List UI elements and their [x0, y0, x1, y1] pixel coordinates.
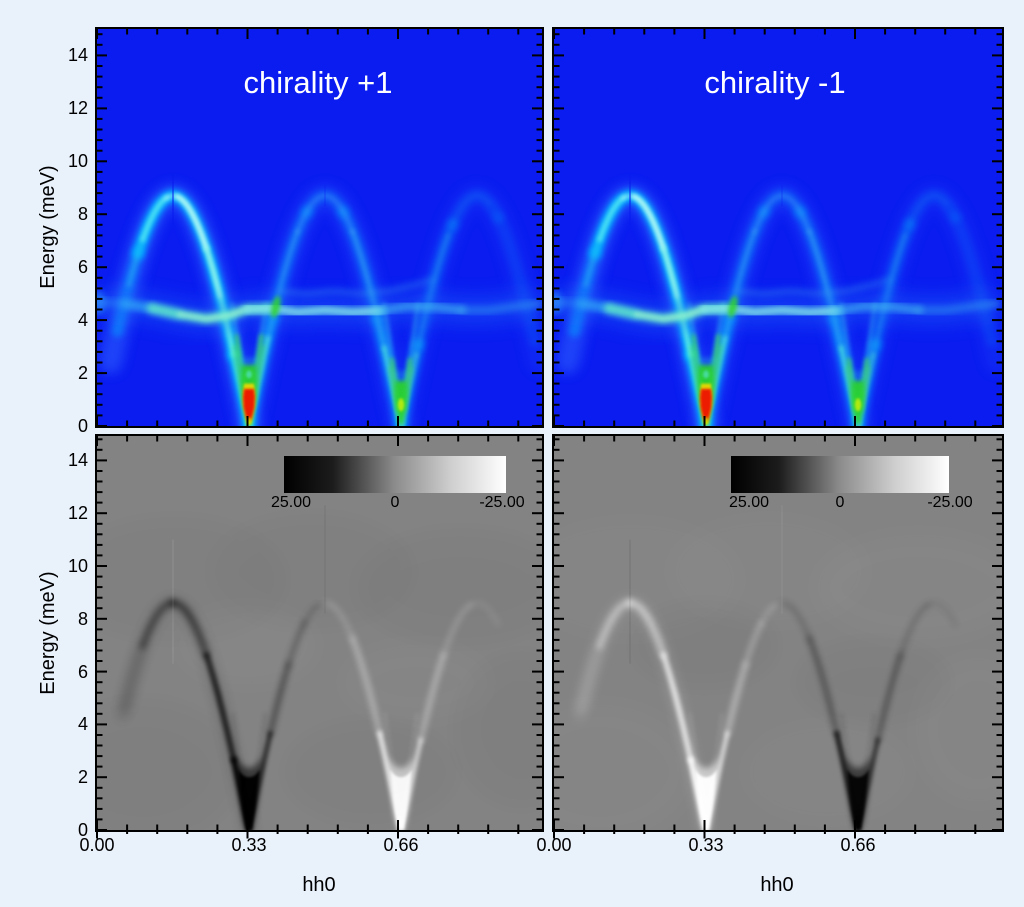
- svg-text:25.00: 25.00: [729, 494, 769, 511]
- svg-text:-25.00: -25.00: [479, 494, 524, 511]
- svg-text:25.00: 25.00: [271, 494, 311, 511]
- svg-text:6: 6: [78, 662, 88, 682]
- svg-text:4: 4: [78, 310, 88, 330]
- svg-text:0.66: 0.66: [840, 835, 875, 855]
- svg-text:6: 6: [78, 257, 88, 277]
- svg-text:0: 0: [836, 494, 845, 511]
- svg-text:0: 0: [391, 494, 400, 511]
- svg-text:chirality -1: chirality -1: [704, 65, 845, 100]
- svg-text:Energy (meV): Energy (meV): [37, 165, 59, 288]
- svg-text:2: 2: [78, 363, 88, 383]
- svg-text:-25.00: -25.00: [927, 494, 972, 511]
- svg-text:chirality +1: chirality +1: [243, 65, 392, 100]
- svg-text:0.00: 0.00: [536, 835, 571, 855]
- svg-text:0.66: 0.66: [383, 835, 418, 855]
- svg-text:12: 12: [68, 98, 88, 118]
- svg-text:10: 10: [68, 556, 88, 576]
- svg-text:14: 14: [68, 45, 88, 65]
- svg-text:0.33: 0.33: [231, 835, 266, 855]
- svg-text:hh0: hh0: [302, 874, 335, 896]
- svg-text:0: 0: [78, 820, 88, 840]
- svg-text:12: 12: [68, 503, 88, 523]
- svg-text:0: 0: [78, 416, 88, 436]
- svg-text:8: 8: [78, 609, 88, 629]
- svg-text:Energy (meV): Energy (meV): [37, 571, 59, 694]
- svg-text:14: 14: [68, 450, 88, 470]
- svg-text:2: 2: [78, 767, 88, 787]
- svg-text:10: 10: [68, 151, 88, 171]
- svg-text:0.00: 0.00: [79, 835, 114, 855]
- svg-text:hh0: hh0: [760, 874, 793, 896]
- svg-text:4: 4: [78, 714, 88, 734]
- svg-text:8: 8: [78, 204, 88, 224]
- svg-text:0.33: 0.33: [688, 835, 723, 855]
